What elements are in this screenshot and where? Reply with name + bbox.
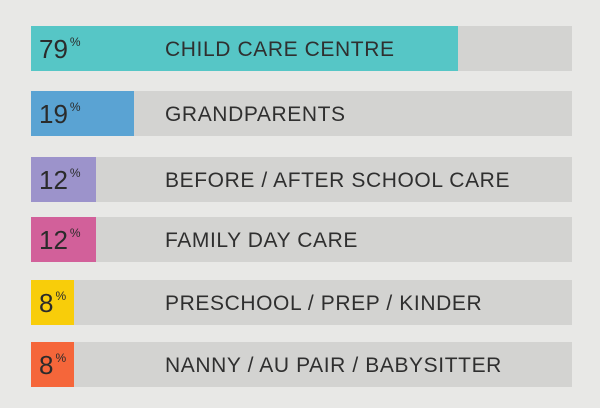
bar-row: 79% CHILD CARE CENTRE xyxy=(31,26,572,71)
bar-category-label: BEFORE / AFTER SCHOOL CARE xyxy=(165,169,511,192)
percent-sign: % xyxy=(69,35,81,49)
bar-category-label: GRANDPARENTS xyxy=(165,103,346,126)
bar-value-number: 79 xyxy=(39,34,68,64)
bar-value-number: 19 xyxy=(39,99,68,129)
bar-fill xyxy=(31,342,74,387)
bar-row: 8% NANNY / AU PAIR / BABYSITTER xyxy=(31,342,572,387)
bar-category-label: PRESCHOOL / PREP / KINDER xyxy=(165,292,483,315)
bar-row: 19% GRANDPARENTS xyxy=(31,91,572,136)
bar-category-label: NANNY / AU PAIR / BABYSITTER xyxy=(165,354,502,377)
bar-fill xyxy=(31,91,134,136)
bar-value-number: 12 xyxy=(39,225,68,255)
bar-value-label: 12% xyxy=(39,217,81,262)
bar-value-number: 8 xyxy=(39,350,54,380)
bar-category-label: FAMILY DAY CARE xyxy=(165,229,359,252)
percent-sign: % xyxy=(55,289,67,303)
bar-row: 8% PRESCHOOL / PREP / KINDER xyxy=(31,280,572,325)
bar-fill xyxy=(31,26,458,71)
bar-value-label: 8% xyxy=(39,342,66,387)
bar-value-label: 8% xyxy=(39,280,66,325)
percent-sign: % xyxy=(69,226,81,240)
bar-fill xyxy=(31,217,96,262)
bar-value-number: 12 xyxy=(39,165,68,195)
percent-sign: % xyxy=(69,100,81,114)
bar-row: 12% FAMILY DAY CARE xyxy=(31,217,572,262)
bar-category-label: CHILD CARE CENTRE xyxy=(165,38,395,61)
bar-value-label: 79% xyxy=(39,26,81,71)
bar-value-label: 19% xyxy=(39,91,81,136)
percent-sign: % xyxy=(69,166,81,180)
percent-sign: % xyxy=(55,351,67,365)
bar-value-number: 8 xyxy=(39,288,54,318)
bar-value-label: 12% xyxy=(39,157,81,202)
bar-row: 12% BEFORE / AFTER SCHOOL CARE xyxy=(31,157,572,202)
bar-fill xyxy=(31,280,74,325)
bar-fill xyxy=(31,157,96,202)
